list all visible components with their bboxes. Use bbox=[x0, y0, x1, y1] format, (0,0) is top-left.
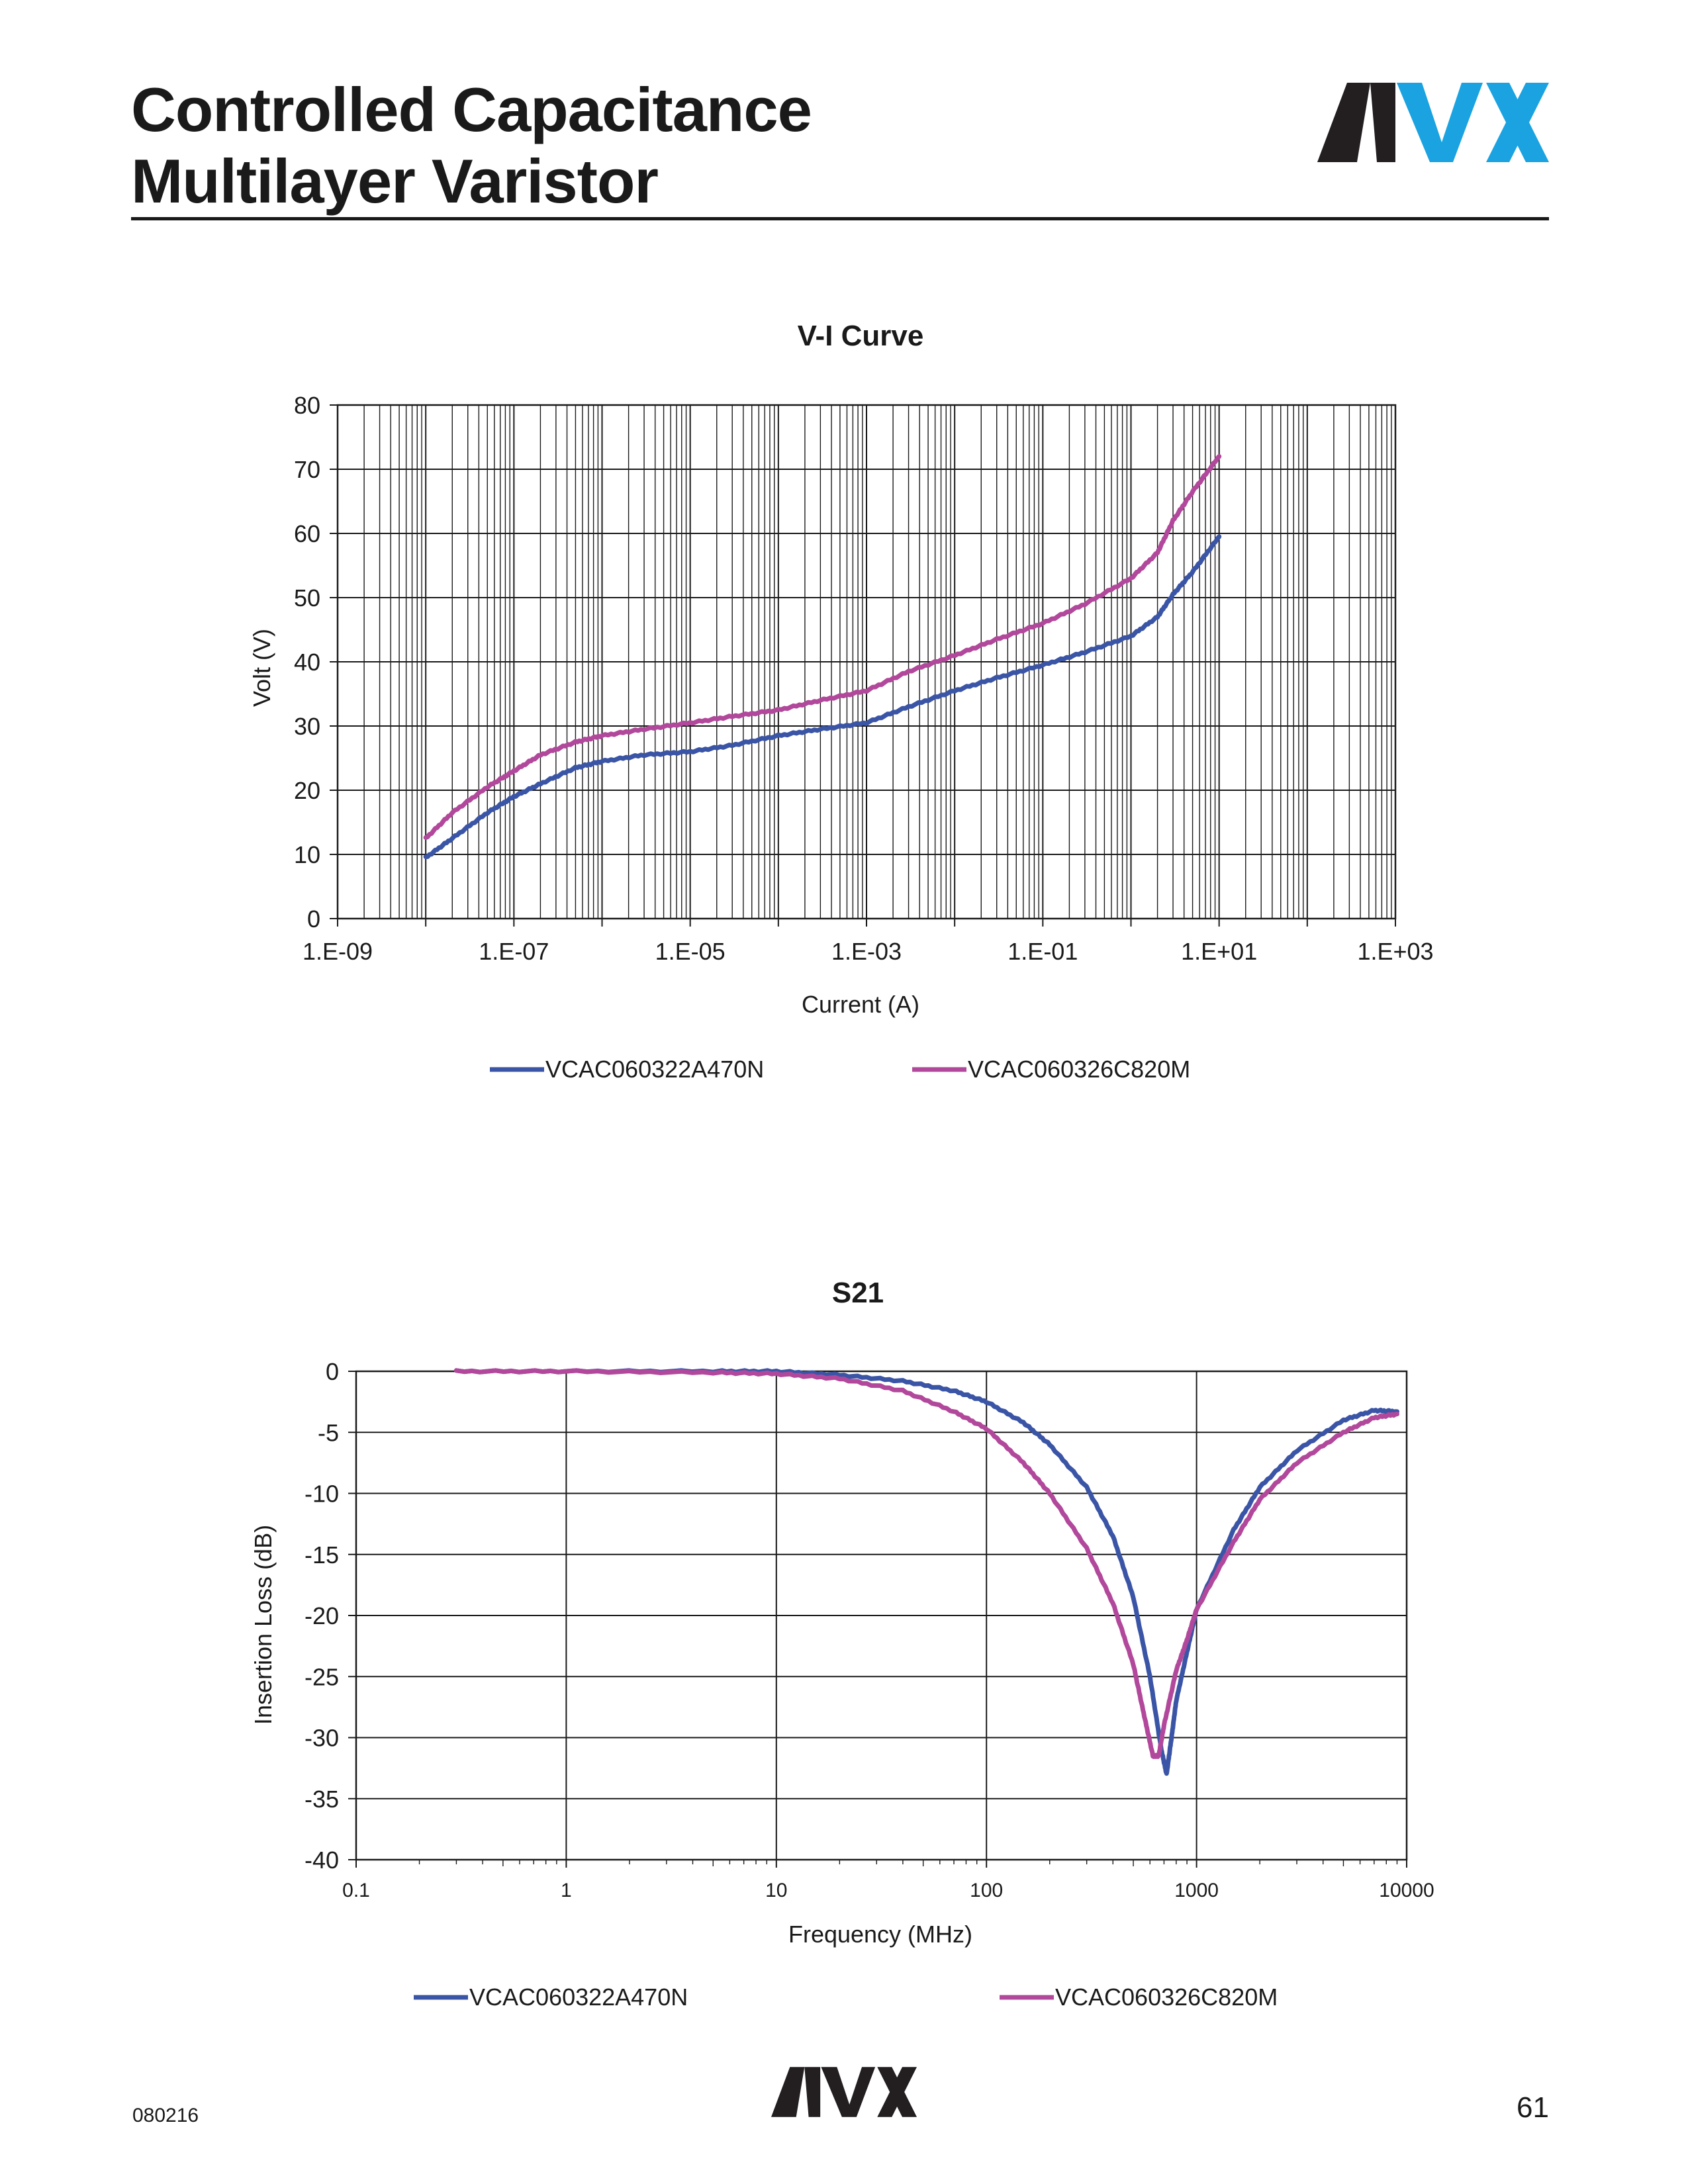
x-tick-label: 0.1 bbox=[342, 1880, 370, 1901]
x-tick-label: 1.E+01 bbox=[1181, 938, 1257, 965]
y-tick-label: -40 bbox=[305, 1846, 339, 1874]
avx-logo bbox=[1317, 83, 1549, 162]
x-axis-label: Frequency (MHz) bbox=[788, 1921, 972, 1948]
logo-letter-x-b bbox=[1486, 83, 1549, 162]
chart-title: S21 bbox=[832, 1277, 884, 1309]
y-tick-label: 50 bbox=[294, 584, 320, 612]
y-tick-label: 60 bbox=[294, 520, 320, 547]
y-tick-label: 0 bbox=[307, 905, 320, 933]
logo-letter-v bbox=[821, 2067, 876, 2117]
y-tick-label: -35 bbox=[305, 1786, 339, 1813]
document-code: 080216 bbox=[132, 2105, 199, 2126]
y-tick-label: -5 bbox=[318, 1419, 339, 1446]
y-tick-labels: 0 10 20 30 40 50 60 70 80 bbox=[294, 392, 320, 933]
page-title-line1: Controlled Capacitance bbox=[131, 75, 812, 144]
y-tick-label: -25 bbox=[305, 1663, 339, 1690]
x-tick-label: 100 bbox=[970, 1880, 1003, 1901]
logo-letter-v bbox=[1397, 83, 1483, 162]
series-line-VCAC060322A470N bbox=[453, 1368, 1399, 1776]
x-tick-labels: 0.1 1 10 100 1000 10000 bbox=[342, 1880, 1434, 1901]
legend-label: VCAC060322A470N bbox=[469, 1983, 688, 2011]
y-tick-label: 30 bbox=[294, 713, 320, 740]
logo-letter-a-stroke bbox=[1317, 83, 1370, 162]
y-tick-label: 10 bbox=[294, 841, 320, 868]
x-axis-label: Current (A) bbox=[802, 991, 919, 1018]
logo-letter-x-b bbox=[877, 2067, 917, 2117]
series-line-VCAC060322A470N bbox=[423, 534, 1222, 860]
chart-title: V-I Curve bbox=[798, 320, 924, 352]
x-tick-label: 10 bbox=[765, 1880, 787, 1901]
legend-label: VCAC060322A470N bbox=[545, 1056, 764, 1083]
y-tick-labels: 0 -5 -10 -15 -20 -25 -30 -35 -40 bbox=[305, 1358, 339, 1874]
y-tick-label: -10 bbox=[305, 1480, 339, 1508]
logo-letter-a-leg bbox=[1370, 83, 1395, 162]
logo-letter-a-leg bbox=[804, 2067, 821, 2117]
x-tick-label: 1.E-07 bbox=[479, 938, 549, 965]
series-lines bbox=[453, 1368, 1399, 1776]
legend-label: VCAC060326C820M bbox=[968, 1056, 1190, 1083]
series-lines bbox=[423, 454, 1222, 860]
y-tick-label: 20 bbox=[294, 777, 320, 804]
y-tick-label: 40 bbox=[294, 649, 320, 676]
legend-label: VCAC060326C820M bbox=[1055, 1983, 1278, 2011]
x-tick-labels: 1.E-09 1.E-07 1.E-05 1.E-03 1.E-01 1.E+01 1.E+… bbox=[303, 938, 1434, 965]
chart-legend: VCAC060322A470N VCAC060326C820M bbox=[490, 1056, 1190, 1083]
page-title: Controlled Capacitance Multilayer Varist… bbox=[131, 74, 812, 217]
header-rule bbox=[131, 217, 1549, 220]
y-tick-label: -20 bbox=[305, 1602, 339, 1629]
x-tick-label: 10000 bbox=[1379, 1880, 1434, 1901]
chart-grid bbox=[330, 404, 1397, 927]
x-tick-label: 1 bbox=[561, 1880, 572, 1901]
s21-chart: S21 0 -5 -10 -15 -20 -25 -30 -35 -40 0.1 1 10 100 10… bbox=[250, 1277, 1434, 2011]
x-tick-label: 1.E+03 bbox=[1357, 938, 1433, 965]
page-title-line2: Multilayer Varistor bbox=[131, 146, 659, 216]
series-line-VCAC060326C820M bbox=[453, 1368, 1399, 1759]
x-tick-label: 1.E-09 bbox=[303, 938, 373, 965]
y-axis-label: Volt (V) bbox=[248, 629, 275, 707]
y-tick-label: 0 bbox=[326, 1358, 339, 1385]
y-tick-label: 70 bbox=[294, 456, 320, 483]
x-tick-label: 1.E-03 bbox=[831, 938, 902, 965]
vi-curve-chart: V-I Curve 0 10 20 30 40 50 60 70 80 1.E-09 1.E-07… bbox=[248, 320, 1434, 1083]
x-tick-label: 1.E-01 bbox=[1008, 938, 1078, 965]
y-tick-label: -30 bbox=[305, 1725, 339, 1752]
series-line-VCAC060326C820M bbox=[423, 454, 1222, 840]
chart-legend: VCAC060322A470N VCAC060326C820M bbox=[414, 1983, 1278, 2011]
y-tick-label: 80 bbox=[294, 392, 320, 419]
y-tick-label: -15 bbox=[305, 1541, 339, 1569]
avx-footer-logo bbox=[771, 2067, 917, 2117]
x-tick-label: 1000 bbox=[1174, 1880, 1219, 1901]
x-tick-label: 1.E-05 bbox=[655, 938, 726, 965]
y-axis-label: Insertion Loss (dB) bbox=[250, 1525, 277, 1725]
chart-grid bbox=[348, 1370, 1408, 1868]
logo-letter-a-stroke bbox=[771, 2067, 805, 2117]
page-number: 61 bbox=[1517, 2091, 1549, 2124]
